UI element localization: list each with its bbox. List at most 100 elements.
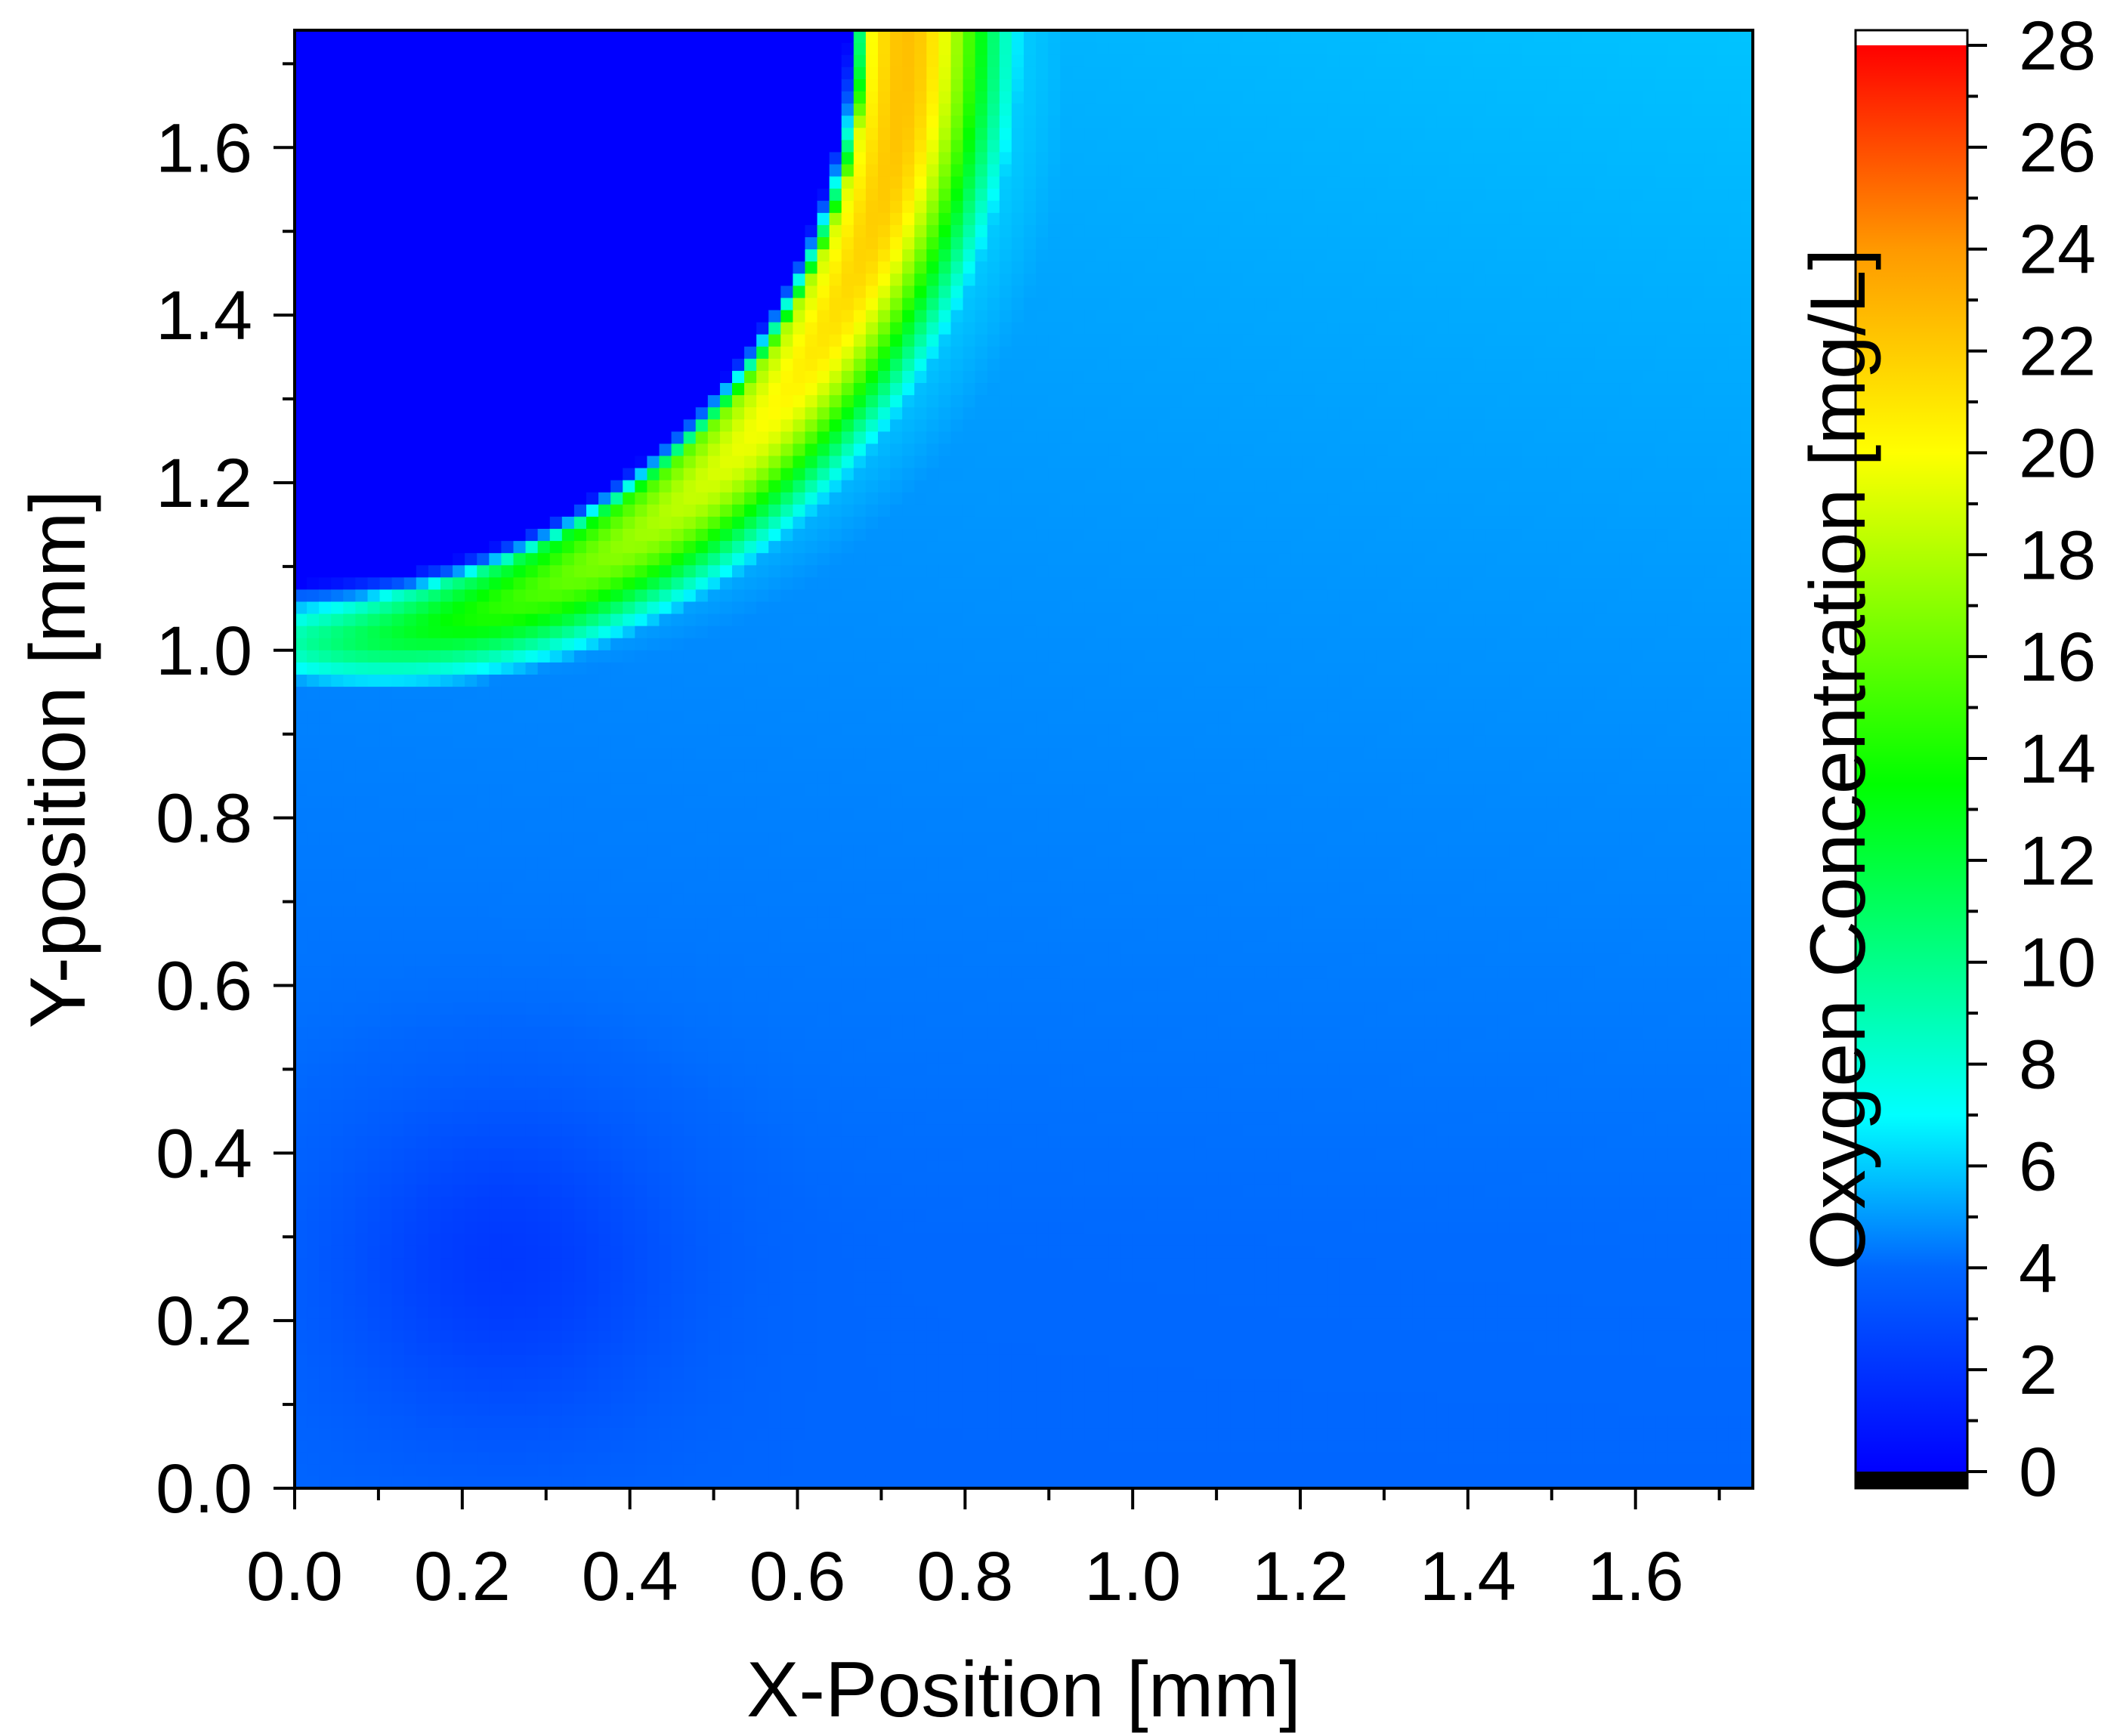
heatmap-cell bbox=[537, 91, 551, 104]
heatmap-cell bbox=[307, 91, 320, 104]
heatmap-cell bbox=[343, 941, 357, 954]
heatmap-cell bbox=[440, 42, 453, 55]
heatmap-cell bbox=[403, 309, 417, 323]
heatmap-cell bbox=[744, 1172, 757, 1185]
heatmap-cell bbox=[647, 929, 660, 942]
heatmap-cell bbox=[598, 795, 611, 808]
heatmap-cell bbox=[355, 261, 369, 274]
heatmap-cell bbox=[295, 1269, 307, 1283]
heatmap-cell bbox=[343, 249, 357, 262]
heatmap-cell bbox=[501, 1379, 515, 1392]
heatmap-cell bbox=[623, 1355, 635, 1367]
heatmap-cell bbox=[489, 1123, 502, 1137]
heatmap-cell bbox=[319, 1197, 332, 1209]
heatmap-cell bbox=[768, 734, 781, 748]
heatmap-cell bbox=[647, 30, 660, 43]
heatmap-cell bbox=[719, 540, 733, 554]
heatmap-cell bbox=[623, 783, 635, 796]
heatmap-cell bbox=[295, 1209, 307, 1222]
heatmap-cell bbox=[756, 588, 769, 602]
heatmap-cell bbox=[695, 892, 709, 906]
heatmap-cell bbox=[440, 722, 453, 736]
heatmap-cell bbox=[695, 1087, 709, 1100]
heatmap-cell bbox=[465, 978, 477, 991]
heatmap-cell bbox=[586, 1111, 599, 1125]
heatmap-cell bbox=[379, 626, 393, 638]
heatmap-cell bbox=[647, 856, 660, 870]
heatmap-cell bbox=[635, 382, 648, 396]
heatmap-cell bbox=[525, 1403, 539, 1416]
heatmap-cell bbox=[343, 856, 357, 870]
heatmap-cell bbox=[573, 1427, 587, 1441]
heatmap-cell bbox=[623, 1342, 635, 1355]
heatmap-cell bbox=[793, 1148, 806, 1161]
heatmap-cell bbox=[647, 1342, 660, 1355]
heatmap-cell bbox=[379, 1379, 393, 1392]
heatmap-cell bbox=[768, 1463, 781, 1477]
heatmap-cell bbox=[793, 941, 806, 954]
heatmap-cell bbox=[453, 212, 465, 225]
heatmap-cell bbox=[623, 564, 635, 578]
heatmap-cell bbox=[440, 1293, 453, 1307]
heatmap-cell bbox=[379, 1245, 393, 1259]
heatmap-cell bbox=[453, 1172, 465, 1185]
heatmap-cell bbox=[453, 1221, 465, 1234]
heatmap-cell bbox=[683, 576, 697, 590]
heatmap-cell bbox=[707, 1209, 721, 1222]
heatmap-cell bbox=[744, 1075, 757, 1088]
heatmap-cell bbox=[355, 406, 369, 420]
heatmap-cell bbox=[635, 115, 648, 128]
heatmap-cell bbox=[331, 163, 344, 177]
heatmap-cell bbox=[416, 856, 429, 870]
heatmap-cell bbox=[416, 504, 429, 517]
heatmap-cell bbox=[428, 917, 441, 930]
heatmap-cell bbox=[598, 552, 611, 566]
heatmap-cell bbox=[367, 1439, 381, 1453]
heatmap-cell bbox=[453, 176, 465, 189]
heatmap-cell bbox=[744, 139, 757, 153]
heatmap-cell bbox=[513, 285, 527, 298]
heatmap-cell bbox=[598, 953, 611, 967]
heatmap-cell bbox=[513, 224, 527, 238]
heatmap-cell bbox=[391, 1475, 405, 1488]
heatmap-cell bbox=[756, 880, 769, 894]
heatmap-cell bbox=[598, 662, 611, 675]
heatmap-cell bbox=[756, 200, 769, 213]
heatmap-cell bbox=[355, 200, 369, 213]
heatmap-cell bbox=[453, 1026, 465, 1039]
heatmap-cell bbox=[295, 1051, 307, 1064]
heatmap-cell bbox=[440, 151, 453, 165]
heatmap-cell bbox=[768, 419, 781, 432]
heatmap-cell bbox=[647, 176, 660, 189]
heatmap-cell bbox=[635, 588, 648, 602]
heatmap-cell bbox=[391, 370, 405, 384]
heatmap-cell bbox=[695, 504, 709, 517]
heatmap-cell bbox=[331, 929, 344, 942]
heatmap-cell bbox=[525, 443, 539, 456]
heatmap-cell bbox=[428, 1439, 441, 1453]
heatmap-cell bbox=[610, 686, 623, 700]
heatmap-cell bbox=[719, 1463, 733, 1477]
heatmap-cell bbox=[513, 176, 527, 189]
heatmap-cell bbox=[465, 1075, 477, 1088]
heatmap-cell bbox=[659, 139, 672, 153]
heatmap-cell bbox=[489, 1281, 502, 1295]
heatmap-cell bbox=[635, 443, 648, 456]
heatmap-cell bbox=[391, 929, 405, 942]
heatmap-cell bbox=[659, 1342, 672, 1355]
heatmap-cell bbox=[793, 820, 806, 833]
heatmap-cell bbox=[403, 783, 417, 796]
heatmap-cell bbox=[744, 224, 757, 238]
heatmap-cell bbox=[707, 79, 721, 92]
heatmap-cell bbox=[537, 698, 551, 712]
heatmap-cell bbox=[331, 139, 344, 153]
heatmap-cell bbox=[525, 1184, 539, 1197]
heatmap-cell bbox=[756, 820, 769, 833]
heatmap-cell bbox=[525, 1233, 539, 1246]
heatmap-cell bbox=[732, 1221, 745, 1234]
heatmap-cell bbox=[403, 139, 417, 153]
heatmap-cell bbox=[561, 370, 575, 384]
heatmap-cell bbox=[428, 674, 441, 687]
heatmap-cell bbox=[307, 710, 320, 724]
heatmap-cell bbox=[453, 1367, 465, 1379]
